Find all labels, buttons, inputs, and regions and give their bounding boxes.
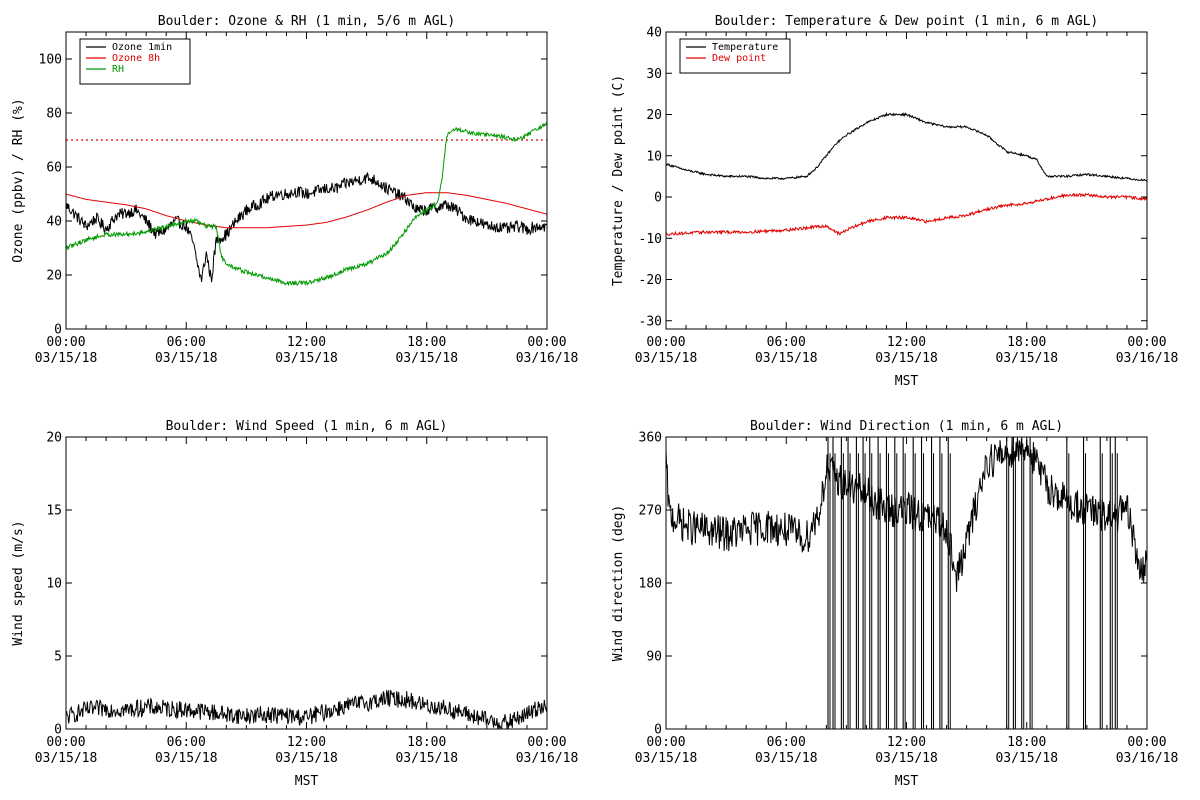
- x-tick-time: 00:00: [46, 735, 85, 750]
- x-tick-date: 03/16/18: [1116, 751, 1179, 766]
- chart-title: Boulder: Wind Speed (1 min, 6 m AGL): [166, 419, 448, 434]
- y-tick-label: 20: [46, 431, 62, 446]
- x-axis-label: MST: [295, 774, 319, 789]
- y-tick-label: 5: [54, 650, 62, 665]
- y-axis-label: Wind direction (deg): [611, 505, 626, 662]
- x-tick-date: 03/15/18: [155, 351, 218, 366]
- x-tick-time: 00:00: [646, 735, 685, 750]
- y-tick-label: 40: [646, 26, 662, 41]
- plot-frame: [665, 31, 1148, 330]
- legend-label: Ozone 1min: [112, 42, 172, 53]
- x-tick-date: 03/16/18: [516, 351, 579, 366]
- x-tick-date: 03/15/18: [275, 751, 338, 766]
- series-line-1: [66, 689, 547, 729]
- chart-title: Boulder: Wind Direction (1 min, 6 m AGL): [750, 419, 1063, 434]
- series-line-ozone-1min: [66, 171, 547, 283]
- x-tick-time: 12:00: [287, 335, 326, 350]
- x-tick-time: 00:00: [527, 335, 566, 350]
- x-tick-date: 03/16/18: [1116, 351, 1179, 366]
- x-axis-label: MST: [895, 774, 919, 789]
- y-tick-label: 90: [646, 650, 662, 665]
- x-tick-time: 12:00: [887, 335, 926, 350]
- x-tick-time: 18:00: [1007, 735, 1046, 750]
- y-tick-label: -30: [639, 314, 662, 329]
- y-tick-label: 40: [46, 215, 62, 230]
- y-tick-label: 30: [646, 67, 662, 82]
- x-tick-date: 03/15/18: [635, 351, 698, 366]
- legend-label: Temperature: [712, 42, 778, 53]
- x-tick-date: 03/15/18: [875, 351, 938, 366]
- x-tick-time: 18:00: [407, 735, 446, 750]
- x-tick-date: 03/15/18: [995, 751, 1058, 766]
- x-tick-date: 03/15/18: [755, 751, 818, 766]
- y-tick-label: 20: [46, 269, 62, 284]
- x-tick-date: 03/15/18: [155, 751, 218, 766]
- x-tick-date: 03/15/18: [875, 751, 938, 766]
- x-tick-time: 06:00: [167, 735, 206, 750]
- y-tick-label: 0: [654, 191, 662, 206]
- y-tick-label: 10: [646, 149, 662, 164]
- x-tick-date: 03/16/18: [516, 751, 579, 766]
- y-axis-label: Temperature / Dew point (C): [611, 75, 626, 286]
- y-tick-label: 20: [646, 108, 662, 123]
- x-tick-time: 12:00: [887, 735, 926, 750]
- y-axis-label: Ozone (ppbv) / RH (%): [11, 98, 26, 262]
- chart-panel-3: Boulder: Wind Speed (1 min, 6 m AGL) Wind…: [11, 419, 578, 789]
- x-tick-date: 03/15/18: [395, 751, 458, 766]
- chart-panel-2: Boulder: Temperature & Dew point (1 min,…: [611, 14, 1178, 389]
- x-tick-time: 18:00: [407, 335, 446, 350]
- x-axis-label: MST: [895, 374, 919, 389]
- x-tick-date: 03/15/18: [635, 751, 698, 766]
- plot-frame: [665, 436, 1148, 730]
- x-tick-date: 03/15/18: [755, 351, 818, 366]
- x-tick-time: 00:00: [646, 335, 685, 350]
- y-tick-label: 10: [46, 577, 62, 592]
- x-tick-time: 00:00: [1127, 335, 1166, 350]
- series-line-temperature: [666, 111, 1147, 182]
- y-tick-label: -10: [639, 232, 662, 247]
- x-tick-time: 06:00: [767, 735, 806, 750]
- y-tick-label: 0: [654, 723, 662, 738]
- series-line-ozone-8h: [66, 192, 547, 229]
- x-tick-time: 00:00: [527, 735, 566, 750]
- legend-label: RH: [112, 64, 124, 75]
- y-tick-label: 360: [639, 431, 662, 446]
- x-tick-date: 03/15/18: [35, 751, 98, 766]
- x-tick-date: 03/15/18: [995, 351, 1058, 366]
- x-tick-time: 00:00: [46, 335, 85, 350]
- series-line-rh: [66, 122, 547, 287]
- legend-label: Dew point: [712, 53, 766, 64]
- series-line-dew-point: [666, 192, 1147, 237]
- y-tick-label: 60: [46, 161, 62, 176]
- chart-panel-1: Boulder: Ozone & RH (1 min, 5/6 m AGL) Oz…: [11, 14, 578, 366]
- chart-title: Boulder: Temperature & Dew point (1 min,…: [715, 14, 1099, 29]
- x-tick-date: 03/15/18: [35, 351, 98, 366]
- x-tick-time: 06:00: [767, 335, 806, 350]
- y-tick-label: 80: [46, 107, 62, 122]
- y-axis-label: Wind speed (m/s): [11, 520, 26, 645]
- x-tick-time: 12:00: [287, 735, 326, 750]
- x-tick-date: 03/15/18: [395, 351, 458, 366]
- x-tick-time: 06:00: [167, 335, 206, 350]
- plot-frame: [65, 436, 548, 730]
- x-tick-time: 18:00: [1007, 335, 1046, 350]
- y-tick-label: 180: [639, 577, 662, 592]
- y-tick-label: 15: [46, 504, 62, 519]
- y-tick-label: 100: [39, 53, 62, 68]
- chart-title: Boulder: Ozone & RH (1 min, 5/6 m AGL): [158, 14, 455, 29]
- chart-panel-4: Boulder: Wind Direction (1 min, 6 m AGL)…: [611, 419, 1178, 789]
- series-line-1: [666, 437, 1147, 592]
- y-tick-label: 270: [639, 504, 662, 519]
- legend-label: Ozone 8h: [112, 53, 160, 64]
- y-tick-label: -20: [639, 273, 662, 288]
- y-tick-label: 0: [54, 323, 62, 338]
- y-tick-label: 0: [54, 723, 62, 738]
- x-tick-time: 00:00: [1127, 735, 1166, 750]
- legend-box: [679, 38, 791, 74]
- x-tick-date: 03/15/18: [275, 351, 338, 366]
